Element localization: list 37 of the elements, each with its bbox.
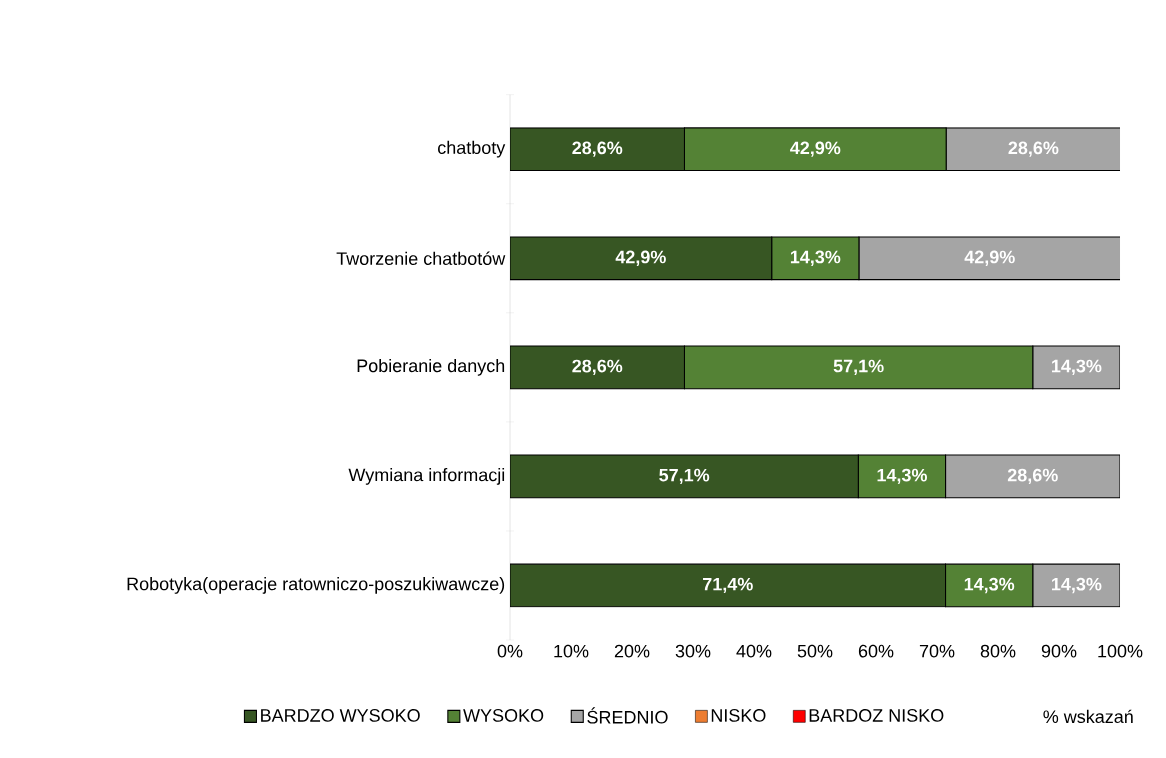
data-label: 14,3% <box>790 250 841 266</box>
x-tick-label: 80% <box>980 644 1016 658</box>
data-label: 71,4% <box>703 577 753 594</box>
data-label: 14,3% <box>964 577 1015 594</box>
data-label: 42,9% <box>964 250 1015 266</box>
data-label: 14,3% <box>1052 359 1102 376</box>
data-label: 28,6% <box>1007 468 1058 485</box>
y-tick-label: Tworzenie chatbotów <box>336 251 506 265</box>
data-label: 57,1% <box>659 468 710 485</box>
y-tick-label: Pobieranie danych <box>357 358 505 376</box>
x-tick-label: 40% <box>736 644 772 658</box>
x-tick-label: 50% <box>797 644 833 658</box>
legend-label: WYSOKO <box>463 709 544 722</box>
data-label: 28,6% <box>1008 141 1059 157</box>
y-tick-label: Wymiana informacji <box>348 468 505 485</box>
x-tick-label: 0% <box>497 644 523 658</box>
data-label: 42,9% <box>615 250 666 266</box>
x-tick-label: 60% <box>858 644 894 658</box>
x-tick-label: 10% <box>554 644 589 658</box>
data-label: 57,1% <box>833 359 884 375</box>
legend-label: ŚREDNIO <box>587 707 668 724</box>
y-tick-label: chatboty <box>438 140 506 158</box>
legend-label: BARDZO WYSOKO <box>261 709 420 722</box>
data-label: 28,6% <box>572 141 623 157</box>
data-label: 14,3% <box>1052 577 1102 594</box>
x-axis-title: % wskazań <box>1043 709 1133 724</box>
data-label: 14,3% <box>877 468 927 485</box>
x-tick-label: 20% <box>614 644 650 658</box>
x-tick-label: 70% <box>919 644 955 658</box>
legend-label: NISKO <box>711 709 766 722</box>
data-label: 28,6% <box>572 359 623 376</box>
data-label: 42,9% <box>790 141 841 157</box>
x-tick-label: 90% <box>1041 644 1077 658</box>
y-tick-label: Robotyka(operacje ratowniczo-poszukiwawcze) <box>127 577 505 594</box>
x-tick-label: 100% <box>1098 644 1143 658</box>
x-tick-label: 30% <box>675 644 711 658</box>
legend-label: BARDOZ NISKO <box>809 709 944 722</box>
